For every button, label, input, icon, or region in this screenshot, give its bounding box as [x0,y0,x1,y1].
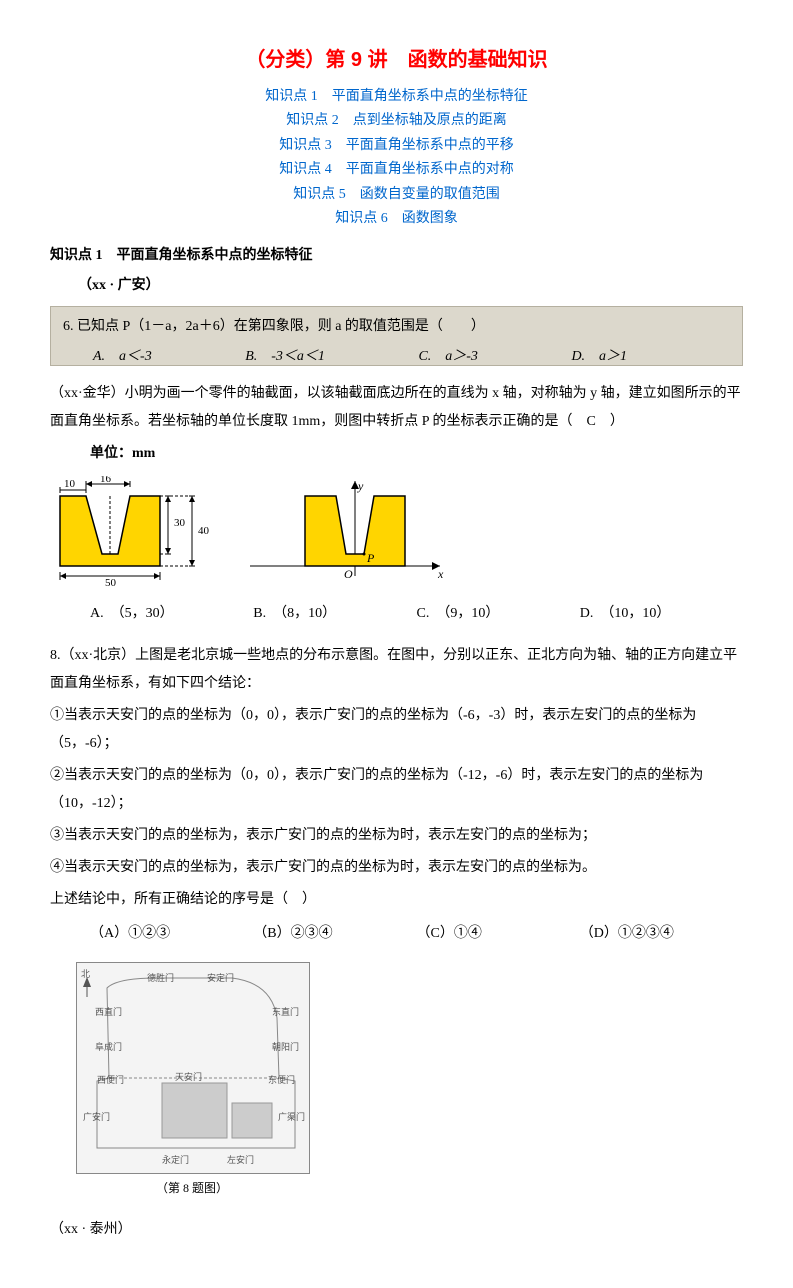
svg-text:30: 30 [174,517,186,529]
option-d: D. a＞1 [541,343,627,371]
toc-item: 知识点 6 函数图象 [50,208,743,230]
jinhua-options: A. （5，30） B. （8，10） C. （9，10） D. （10，10） [50,600,743,628]
gate-label: 左安门 [227,1151,254,1169]
scanned-question-box: 6. 已知点 P（1－a，2a＋6）在第四象限，则 a 的取值范围是（ ） A.… [50,306,743,366]
option-c: C. a＞-3 [388,343,478,371]
option-d: （D）①②③④ [580,920,743,948]
svg-text:O: O [344,567,353,581]
option-b: B. -3＜a＜1 [215,343,325,371]
option-a: （A）①②③ [50,920,253,948]
toc-item: 知识点 5 函数自变量的取值范围 [50,184,743,206]
question-bj-stem: 8.（xx·北京）上图是老北京城一些地点的分布示意图。在图中，分别以正东、正北方… [50,642,743,698]
figure-row: 50 10 16 30 40 y x O P [50,476,743,586]
gate-label: 广安门 [83,1108,110,1126]
svg-text:x: x [437,567,444,581]
question-stem: 6. 已知点 P（1－a，2a＋6）在第四象限，则 a 的取值范围是（ ） [63,313,730,341]
option-b: （B）②③④ [253,920,416,948]
toc-item: 知识点 1 平面直角坐标系中点的坐标特征 [50,86,743,108]
svg-text:P: P [366,551,375,565]
question-bj-line: ③当表示天安门的点的坐标为，表示广安门的点的坐标为时，表示左安门的点的坐标为； [50,822,743,850]
svg-text:40: 40 [198,525,210,537]
gate-label: 永定门 [162,1151,189,1169]
bj-options: （A）①②③ （B）②③④ （C）①④ （D）①②③④ [50,920,743,948]
gate-label: 朝阳门 [272,1038,299,1056]
svg-text:10: 10 [64,478,76,490]
question-bj-stem2: 上述结论中，所有正确结论的序号是（ ） [50,886,743,914]
svg-text:50: 50 [105,577,117,586]
option-a: A. a＜-3 [63,343,152,371]
option-d: D. （10，10） [580,600,743,628]
question-jinhua-stem: （xx·金华）小明为画一个零件的轴截面，以该轴截面底边所在的直线为 x 轴，对称… [50,380,743,436]
gate-label: 阜成门 [95,1038,122,1056]
gate-label: 西便门 [97,1071,124,1089]
gate-label: 天安门 [175,1068,202,1086]
question-options: A. a＜-3 B. -3＜a＜1 C. a＞-3 D. a＞1 [63,343,730,371]
map-figure: 北 德胜门 安定门 西直门 东直门 阜成门 朝阳门 西便门 东便门 广安门 广渠… [76,962,743,1200]
gate-label: 安定门 [207,969,234,987]
toc-item: 知识点 4 平面直角坐标系中点的对称 [50,159,743,181]
option-c: （C）①④ [417,920,580,948]
option-b: B. （8，10） [253,600,416,628]
gate-label: 广渠门 [278,1108,305,1126]
option-a: A. （5，30） [50,600,253,628]
svg-text:16: 16 [100,476,112,485]
question-source: （xx · 泰州） [50,1216,743,1244]
gate-label: 西直门 [95,1003,122,1021]
map-box: 北 德胜门 安定门 西直门 东直门 阜成门 朝阳门 西便门 东便门 广安门 广渠… [76,962,310,1174]
page-title: （分类）第 9 讲 函数的基础知识 [50,40,743,80]
toc-item: 知识点 2 点到坐标轴及原点的距离 [50,110,743,132]
svg-text:y: y [357,479,364,493]
toc-list: 知识点 1 平面直角坐标系中点的坐标特征 知识点 2 点到坐标轴及原点的距离 知… [50,86,743,230]
coordinate-figure-icon: y x O P [240,476,450,586]
map-caption: （第 8 题图） [76,1176,308,1200]
gate-label: 德胜门 [147,969,174,987]
section-heading: 知识点 1 平面直角坐标系中点的坐标特征 [50,242,743,270]
toc-item: 知识点 3 平面直角坐标系中点的平移 [50,135,743,157]
gate-label: 东便门 [268,1071,295,1089]
question-bj-line: ①当表示天安门的点的坐标为（0，0），表示广安门的点的坐标为（-6，-3）时，表… [50,702,743,758]
dimension-figure-icon: 50 10 16 30 40 [50,476,220,586]
gate-label: 东直门 [272,1003,299,1021]
figure-unit-label: 单位：mm [90,440,743,468]
question-bj-line: ④当表示天安门的点的坐标为，表示广安门的点的坐标为时，表示左安门的点的坐标为。 [50,854,743,882]
question-source: （xx · 广安） [78,272,743,300]
option-c: C. （9，10） [417,600,580,628]
question-bj-line: ②当表示天安门的点的坐标为（0，0），表示广安门的点的坐标为（-12，-6）时，… [50,762,743,818]
